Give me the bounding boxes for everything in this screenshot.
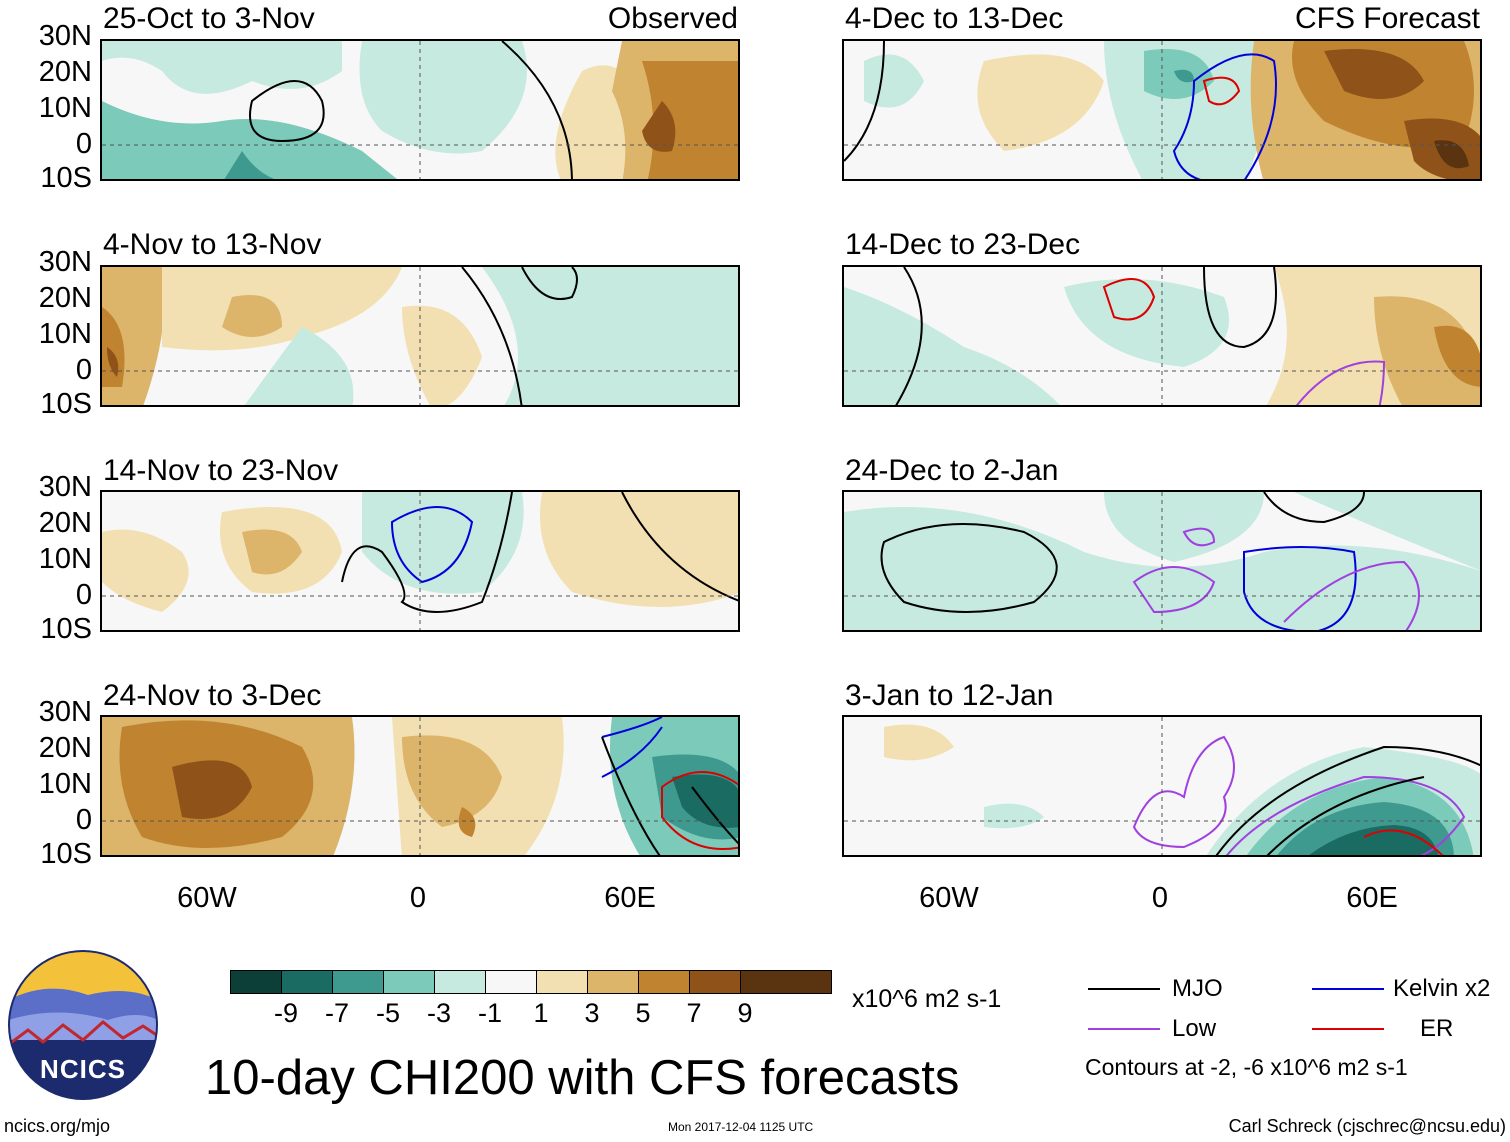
contour-note: Contours at -2, -6 x10^6 m2 s-1 [1085,1054,1408,1080]
panel-period-title: 14-Dec to 23-Dec [845,228,1081,261]
lat-label-10s: 10S [40,838,92,870]
lat-label-20n: 20N [38,507,92,539]
legend-label-er: ER [1420,1015,1454,1042]
colorbar-bin [383,970,435,994]
colorbar-tick: -7 [324,998,349,1028]
map-panel [842,715,1482,857]
colorbar-bin [689,970,741,994]
lat-label-20n: 20N [38,282,92,314]
colorbar-bin [332,970,384,994]
lat-label-0: 0 [75,354,92,386]
timestamp: Mon 2017-12-04 1125 UTC [668,1120,814,1134]
colorbar-tick: -1 [477,998,502,1028]
observed-label: Observed [607,2,738,35]
lon-label-60e: 60E [1346,882,1398,914]
mjo-line-swatch [1088,988,1160,990]
map-panel [842,490,1482,632]
ncics-logo: NCICS [8,950,158,1100]
map-panel [100,265,740,407]
colorbar-tick: 9 [737,998,753,1028]
map-panel [100,39,740,181]
lon-label-0: 0 [1151,882,1169,914]
colorbar-tick: 1 [533,998,549,1028]
panel-period-title: 24-Nov to 3-Dec [103,679,322,712]
lat-label-10n: 10N [38,92,92,124]
cfs-forecast-label: CFS Forecast [1294,2,1480,35]
lat-label-30n: 30N [38,246,92,278]
colorbar-bin [434,970,486,994]
lat-label-30n: 30N [38,20,92,52]
er-line-swatch [1312,1028,1384,1030]
website-link[interactable]: ncics.org/mjo [4,1116,111,1136]
panel-period-title: 25-Oct to 3-Nov [103,2,315,35]
colorbar-tick: -5 [375,998,400,1028]
colorbar-tick: -9 [273,998,298,1028]
lat-label-10n: 10N [38,318,92,350]
panel-period-title: 14-Nov to 23-Nov [103,454,339,487]
lat-label-10s: 10S [40,162,92,194]
legend-label-low: Low [1172,1015,1217,1042]
lat-label-10n: 10N [38,768,92,800]
colorbar-tick: -3 [426,998,451,1028]
panel-period-title: 3-Jan to 12-Jan [845,679,1054,712]
lat-label-10n: 10N [38,543,92,575]
lon-label-60e: 60E [604,882,656,914]
colorbar-tick: 5 [635,998,651,1028]
colorbar-bin [485,970,537,994]
lat-label-10s: 10S [40,388,92,420]
lat-label-10s: 10S [40,613,92,645]
lat-label-20n: 20N [38,56,92,88]
figure-title: 10-day CHI200 with CFS forecasts [205,1051,960,1105]
lon-label-0: 0 [409,882,427,914]
colorbar-tick: 3 [584,998,600,1028]
lat-label-0: 0 [75,804,92,836]
low-line-swatch [1088,1028,1160,1030]
lon-label-60w: 60W [919,882,979,914]
lat-label-30n: 30N [38,471,92,503]
map-panel [100,715,740,857]
colorbar-bin [587,970,639,994]
colorbar-bin [740,970,832,994]
logo-text: NCICS [40,1054,126,1084]
colorbar-bin [638,970,690,994]
lat-label-0: 0 [75,128,92,160]
legend-label-mjo: MJO [1172,975,1223,1002]
panel-period-title: 4-Nov to 13-Nov [103,228,322,261]
legend-label-kelvin: Kelvin x2 [1393,975,1491,1002]
panel-period-title: 4-Dec to 13-Dec [845,2,1064,35]
map-panel [842,39,1482,181]
author-credit: Carl Schreck (cjschrec@ncsu.edu) [1228,1116,1506,1136]
kelvin-line-swatch [1312,988,1384,990]
map-panel [842,265,1482,407]
colorbar-units: x10^6 m2 s-1 [852,985,1002,1013]
lat-label-20n: 20N [38,732,92,764]
lon-label-60w: 60W [177,882,237,914]
colorbar-bin [230,970,282,994]
lat-label-0: 0 [75,579,92,611]
colorbar-bin [536,970,588,994]
colorbar-tick: 7 [686,998,702,1028]
panel-period-title: 24-Dec to 2-Jan [845,454,1059,487]
colorbar-bin [281,970,333,994]
map-panel [100,490,740,632]
lat-label-30n: 30N [38,696,92,728]
